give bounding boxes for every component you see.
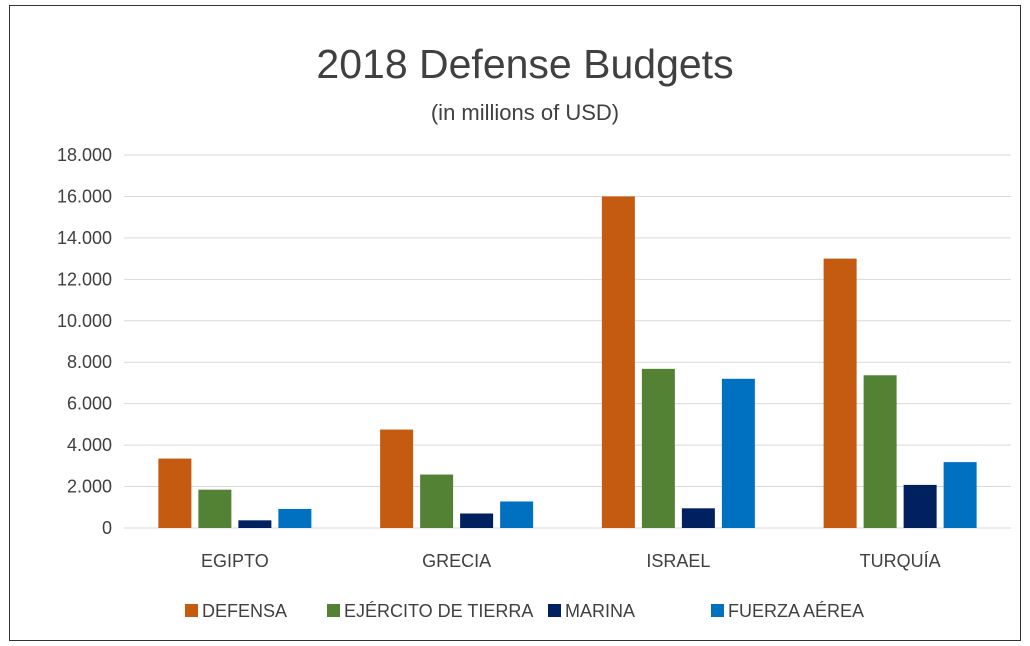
legend-label: MARINA bbox=[565, 601, 635, 621]
y-tick-label: 10.000 bbox=[57, 311, 112, 331]
bar bbox=[380, 429, 414, 528]
x-category-label: TURQUÍA bbox=[860, 551, 941, 571]
chart-title: 2018 Defense Budgets bbox=[316, 41, 733, 87]
bar bbox=[681, 508, 715, 528]
bar bbox=[158, 458, 192, 528]
bar bbox=[420, 474, 454, 528]
bar bbox=[903, 484, 937, 528]
y-tick-label: 16.000 bbox=[57, 186, 112, 206]
y-tick-label: 18.000 bbox=[57, 145, 112, 165]
bar bbox=[823, 258, 857, 528]
x-axis-categories: EGIPTO GRECIA ISRAEL TURQUÍA bbox=[201, 551, 941, 571]
bar bbox=[943, 462, 977, 528]
legend-swatch bbox=[548, 604, 561, 617]
x-category-label: ISRAEL bbox=[646, 551, 710, 571]
legend-label: EJÉRCITO DE TIERRA bbox=[344, 601, 533, 621]
legend-swatch bbox=[185, 604, 198, 617]
gridlines bbox=[124, 154, 1011, 529]
bar-chart: 2018 Defense Budgets (in millions of USD… bbox=[57, 41, 1011, 621]
bar bbox=[601, 196, 635, 528]
x-category-label: GRECIA bbox=[422, 551, 491, 571]
bar bbox=[863, 375, 897, 528]
bar bbox=[500, 501, 534, 528]
y-tick-label: 8.000 bbox=[67, 352, 112, 372]
bars bbox=[158, 196, 977, 528]
y-tick-label: 0 bbox=[102, 518, 112, 538]
chart-frame: 2018 Defense Budgets (in millions of USD… bbox=[9, 5, 1021, 641]
x-category-label: EGIPTO bbox=[201, 551, 269, 571]
y-tick-label: 12.000 bbox=[57, 269, 112, 289]
bar bbox=[641, 368, 675, 528]
y-tick-label: 4.000 bbox=[67, 435, 112, 455]
bar bbox=[460, 513, 494, 528]
chart-subtitle: (in millions of USD) bbox=[431, 100, 619, 125]
legend-label: DEFENSA bbox=[202, 601, 287, 621]
bar bbox=[278, 508, 312, 528]
legend: DEFENSA EJÉRCITO DE TIERRA MARINA FUERZA AÉ… bbox=[185, 601, 864, 621]
bar bbox=[721, 378, 755, 528]
y-tick-label: 6.000 bbox=[67, 394, 112, 414]
y-axis-ticks: 0 2.000 4.000 6.000 8.000 10.000 12.000 14.000 1… bbox=[57, 145, 112, 538]
bar bbox=[238, 520, 272, 528]
y-tick-label: 14.000 bbox=[57, 228, 112, 248]
y-tick-label: 2.000 bbox=[67, 477, 112, 497]
bar bbox=[198, 489, 232, 528]
legend-swatch bbox=[327, 604, 340, 617]
legend-swatch bbox=[711, 604, 724, 617]
legend-label: FUERZA AÉREA bbox=[728, 601, 864, 621]
